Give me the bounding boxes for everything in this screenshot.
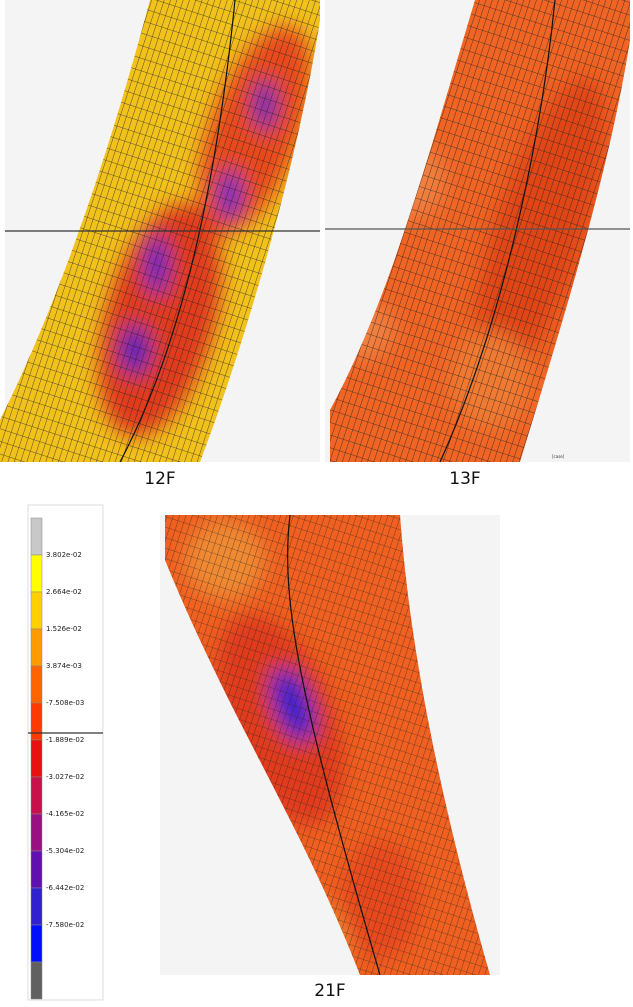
legend-label: -5.304e-02 bbox=[46, 847, 84, 855]
legend-label: -7.580e-02 bbox=[46, 921, 84, 929]
legend: 3.802e-02 2.664e-02 1.526e-02 3.874e-03 -7.5… bbox=[27, 504, 104, 1001]
panel-label: 21F bbox=[314, 981, 345, 1001]
color-swatch bbox=[30, 813, 43, 852]
legend-label: 3.874e-03 bbox=[46, 662, 82, 670]
legend-label: -4.165e-02 bbox=[46, 810, 84, 818]
legend-label: 3.802e-02 bbox=[46, 551, 82, 559]
color-swatch bbox=[30, 961, 43, 1000]
panel-12f bbox=[0, 0, 320, 462]
panel-13f: [case] bbox=[325, 0, 630, 462]
color-swatch bbox=[30, 702, 43, 741]
color-swatch bbox=[30, 591, 43, 630]
color-swatch bbox=[30, 924, 43, 963]
legend-label: 2.664e-02 bbox=[46, 588, 82, 596]
panel-21f bbox=[160, 515, 500, 975]
legend-label: -1.889e-02 bbox=[46, 736, 84, 744]
color-swatch bbox=[30, 665, 43, 704]
color-swatch bbox=[30, 776, 43, 815]
case-label: [case] bbox=[552, 454, 565, 459]
color-swatch bbox=[30, 850, 43, 889]
panel-label: 13F bbox=[449, 469, 480, 489]
color-swatch bbox=[30, 739, 43, 778]
legend-label: -7.508e-03 bbox=[46, 699, 84, 707]
legend-label: -3.027e-02 bbox=[46, 773, 84, 781]
legend-label: 1.526e-02 bbox=[46, 625, 82, 633]
color-swatch bbox=[30, 517, 43, 556]
color-swatch bbox=[30, 887, 43, 926]
color-swatch bbox=[30, 554, 43, 593]
legend-label: -6.442e-02 bbox=[46, 884, 84, 892]
panel-label: 12F bbox=[144, 469, 175, 489]
color-swatch bbox=[30, 628, 43, 667]
